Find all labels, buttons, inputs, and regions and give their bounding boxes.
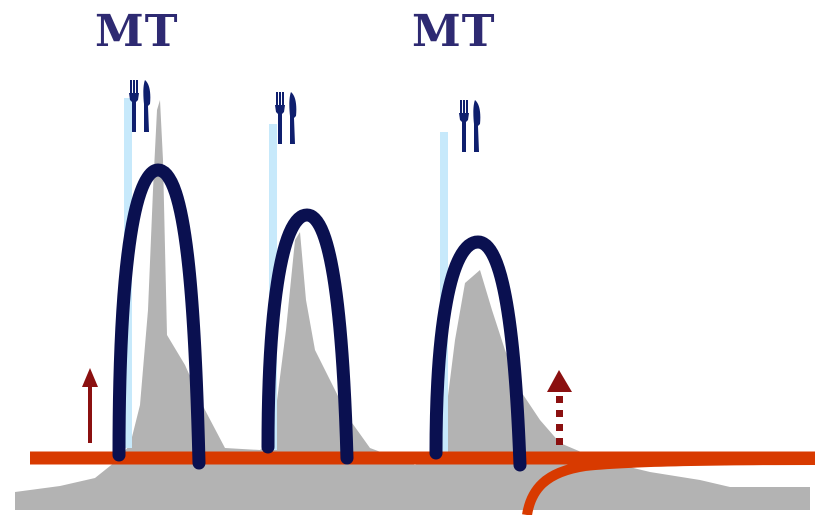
mt-label-left: MT <box>95 6 179 57</box>
up-arrow-dotted <box>547 370 572 445</box>
arch <box>429 235 527 472</box>
fork-knife-icon <box>129 80 151 132</box>
fork-knife-icon <box>275 92 297 144</box>
mt-label-right: MT <box>412 6 496 57</box>
arch <box>261 208 354 465</box>
up-arrow-solid <box>82 368 98 443</box>
baseline-branch <box>522 455 816 516</box>
fork-knife-icon <box>459 100 481 152</box>
arch <box>112 163 206 470</box>
gray-area-profile <box>15 100 810 510</box>
